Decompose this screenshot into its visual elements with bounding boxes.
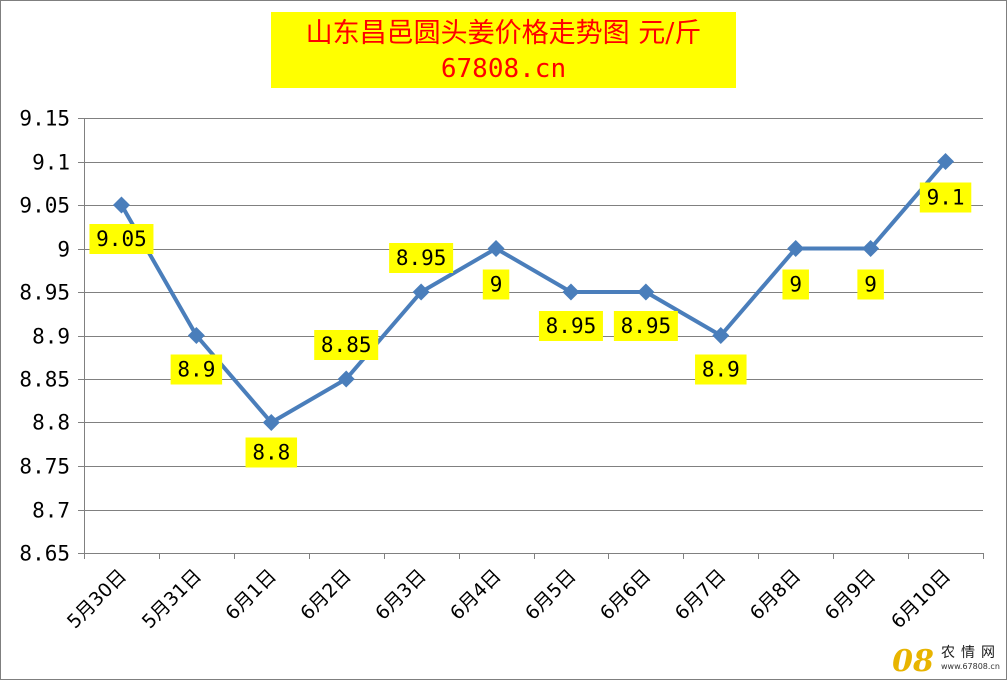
data-label-bg bbox=[919, 182, 972, 213]
watermark-logo: 08 农情网 www.67808.cn bbox=[892, 644, 1001, 679]
data-point bbox=[262, 414, 280, 431]
y-tick-label: 9.15 bbox=[19, 107, 70, 131]
x-tick-labels: 5月30日 5月31日 6月1日 6月2日 6月3日 6月4日 6月5日 6月6日 6月7日 6月… bbox=[63, 565, 955, 633]
y-tick-label: 9 bbox=[57, 238, 70, 262]
y-tick-label: 8.85 bbox=[19, 368, 70, 392]
data-point bbox=[487, 240, 505, 257]
data-label-text: 8.8 bbox=[252, 441, 290, 465]
x-tick-label: 6月6日 bbox=[596, 565, 656, 625]
data-label-bg bbox=[482, 269, 510, 300]
data-point bbox=[637, 283, 655, 301]
data-label: 8.95 bbox=[613, 311, 678, 341]
data-point bbox=[412, 283, 430, 301]
data-point bbox=[337, 370, 355, 388]
x-tick-label: 6月1日 bbox=[221, 565, 281, 625]
data-label-text: 9 bbox=[490, 273, 503, 297]
data-label-bg bbox=[613, 311, 678, 341]
watermark-url: www.67808.cn bbox=[941, 662, 1000, 671]
x-tick-label: 6月5日 bbox=[521, 565, 581, 625]
data-label-bg bbox=[782, 269, 809, 300]
data-label-text: 9 bbox=[864, 273, 877, 297]
y-tick-label: 9.1 bbox=[32, 151, 70, 175]
data-point bbox=[112, 196, 130, 214]
data-label: 9.05 bbox=[89, 224, 154, 254]
data-label-text: 8.95 bbox=[546, 314, 597, 338]
x-tick-label: 6月3日 bbox=[371, 565, 431, 625]
y-tick-label: 8.9 bbox=[32, 325, 70, 349]
data-label-text: 9.05 bbox=[96, 227, 147, 251]
data-label: 8.85 bbox=[314, 330, 379, 360]
data-labels: 9.05 8.9 8.8 8.85 8.95 9 8.95 8.95 8.9 9 9 9.1 bbox=[89, 182, 972, 468]
data-label-text: 9.1 bbox=[927, 186, 965, 210]
data-label: 8.9 bbox=[695, 354, 747, 385]
y-tick-label: 8.65 bbox=[19, 542, 70, 566]
x-tick-label: 5月31日 bbox=[138, 565, 206, 633]
axes bbox=[78, 118, 984, 559]
data-point bbox=[562, 283, 580, 301]
data-label: 9 bbox=[482, 269, 510, 300]
data-point bbox=[862, 240, 880, 257]
gridlines bbox=[84, 118, 983, 511]
y-tick-label: 8.95 bbox=[19, 281, 70, 305]
data-label-bg bbox=[389, 243, 454, 273]
series bbox=[112, 153, 955, 431]
watermark-number: 08 bbox=[892, 644, 934, 679]
x-tick-label: 5月30日 bbox=[63, 565, 131, 633]
data-label-bg bbox=[89, 224, 154, 254]
watermark-name: 农情网 bbox=[941, 645, 1001, 661]
y-tick-label: 9.05 bbox=[19, 194, 70, 218]
chart-subtitle: 67808.cn bbox=[440, 54, 567, 84]
data-label-bg bbox=[857, 269, 884, 300]
data-label: 8.95 bbox=[389, 243, 454, 273]
x-tick-label: 6月8日 bbox=[746, 565, 806, 625]
data-label-text: 8.9 bbox=[702, 358, 740, 382]
chart-title: 山东昌邑圆头姜价格走势图 元/斤 bbox=[305, 18, 702, 49]
chart-title-box: 山东昌邑圆头姜价格走势图 元/斤 67808.cn bbox=[271, 12, 736, 88]
x-tick-label: 6月2日 bbox=[296, 565, 356, 625]
data-label: 8.8 bbox=[245, 437, 298, 468]
data-point bbox=[937, 153, 955, 170]
series-line bbox=[119, 160, 948, 425]
data-label: 8.95 bbox=[538, 311, 603, 341]
data-label-text: 8.95 bbox=[396, 246, 447, 270]
data-point bbox=[712, 327, 730, 344]
data-label: 9 bbox=[857, 269, 884, 300]
y-tick-labels: 9.15 9.1 9.05 9 8.95 8.9 8.85 8.8 8.75 8.7 8.65 bbox=[19, 107, 70, 566]
data-label-text: 8.9 bbox=[177, 358, 215, 382]
data-label: 9.1 bbox=[919, 182, 972, 213]
data-label: 8.9 bbox=[170, 354, 223, 385]
y-tick-label: 8.75 bbox=[19, 455, 70, 479]
data-label-text: 9 bbox=[789, 273, 802, 297]
data-label-bg bbox=[245, 437, 298, 468]
y-tick-label: 8.7 bbox=[32, 499, 70, 523]
data-label-bg bbox=[695, 354, 747, 385]
x-tick-label: 6月9日 bbox=[821, 565, 881, 625]
x-tick-label: 6月4日 bbox=[446, 565, 506, 625]
data-point bbox=[787, 240, 805, 257]
x-tick-label: 6月7日 bbox=[671, 565, 731, 625]
x-tick-label: 6月10日 bbox=[887, 565, 955, 633]
data-label-bg bbox=[170, 354, 223, 385]
data-label-bg bbox=[538, 311, 603, 341]
y-tick-label: 8.8 bbox=[32, 411, 70, 435]
data-point bbox=[187, 327, 205, 344]
data-label: 9 bbox=[782, 269, 809, 300]
data-label-bg bbox=[314, 330, 379, 360]
data-label-text: 8.85 bbox=[321, 333, 372, 357]
data-label-text: 8.95 bbox=[621, 314, 672, 338]
